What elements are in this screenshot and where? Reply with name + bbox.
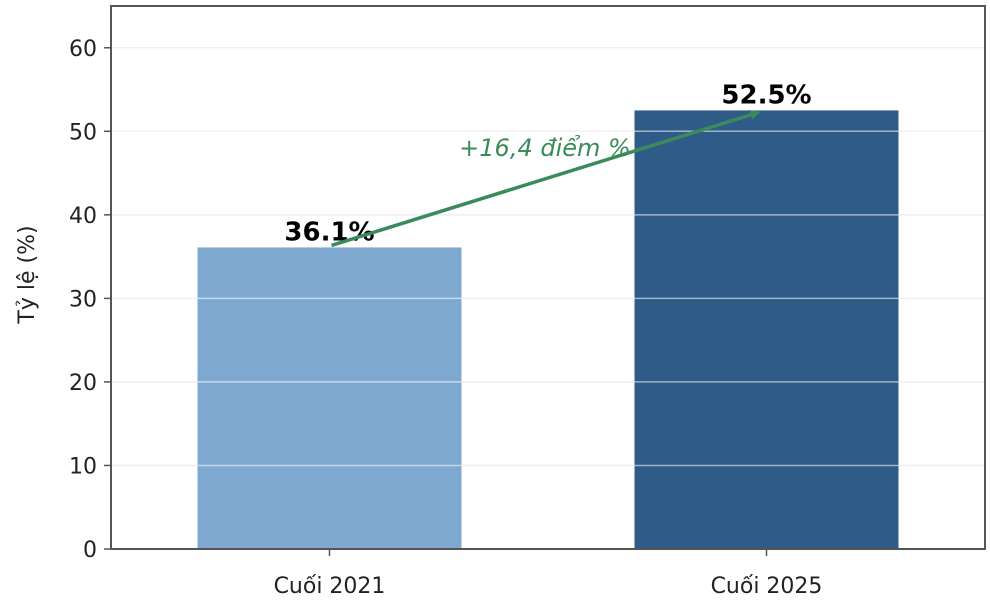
y-tick-label: 50: [69, 120, 97, 145]
y-tick-label: 20: [69, 371, 97, 396]
increase-arrow: [330, 110, 761, 248]
increase-annotation: +16,4 điểm %: [459, 134, 631, 162]
data-labels: 36.1% 52.5%: [284, 80, 811, 247]
data-label: 36.1%: [284, 217, 374, 247]
y-axis-label: Tỷ lệ (%): [15, 225, 40, 324]
y-tick-label: 10: [69, 454, 97, 479]
y-tick-label: 0: [83, 538, 97, 563]
plot-frame: [110, 5, 986, 550]
grid-lines-over-bars: [111, 47, 985, 467]
y-tick-label: 40: [69, 204, 97, 229]
y-axis: 0 10 20 30 40 50 60: [69, 37, 111, 563]
y-tick-label: 30: [69, 287, 97, 312]
y-tick-label: 60: [69, 37, 97, 62]
bar: [634, 110, 899, 549]
x-tick-label: Cuối 2021: [274, 574, 386, 599]
x-tick-label: Cuối 2025: [711, 574, 823, 599]
x-axis: Cuối 2021 Cuối 2025: [274, 549, 823, 599]
data-label: 52.5%: [721, 80, 811, 110]
bar: [197, 247, 462, 549]
